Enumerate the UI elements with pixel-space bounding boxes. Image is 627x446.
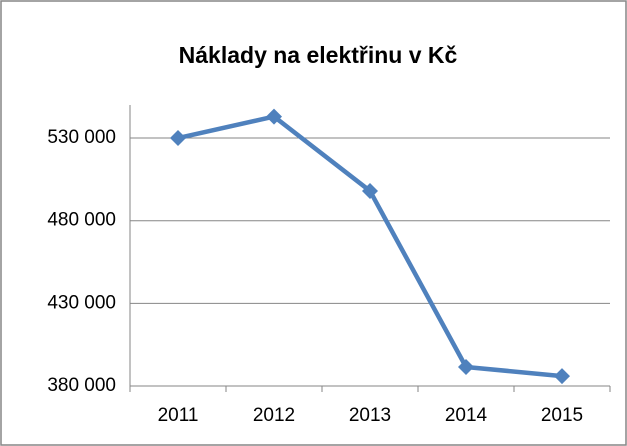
- y-tick-label: 380 000: [47, 375, 116, 396]
- x-tick-label: 2011: [158, 405, 199, 426]
- x-tick-label: 2013: [349, 405, 391, 426]
- x-tick-label: 2012: [253, 405, 295, 426]
- marker: [170, 130, 186, 147]
- marker: [266, 108, 282, 125]
- chart-title: Náklady na elektřinu v Kč: [179, 42, 458, 68]
- marker: [554, 368, 570, 385]
- y-tick-label: 430 000: [47, 292, 116, 313]
- x-tick-label: 2014: [445, 405, 488, 426]
- x-tick-label: 2015: [541, 405, 583, 426]
- y-tick-label: 530 000: [47, 127, 116, 148]
- y-tick-label: 480 000: [47, 210, 116, 231]
- marker: [362, 182, 378, 199]
- marker: [458, 358, 474, 375]
